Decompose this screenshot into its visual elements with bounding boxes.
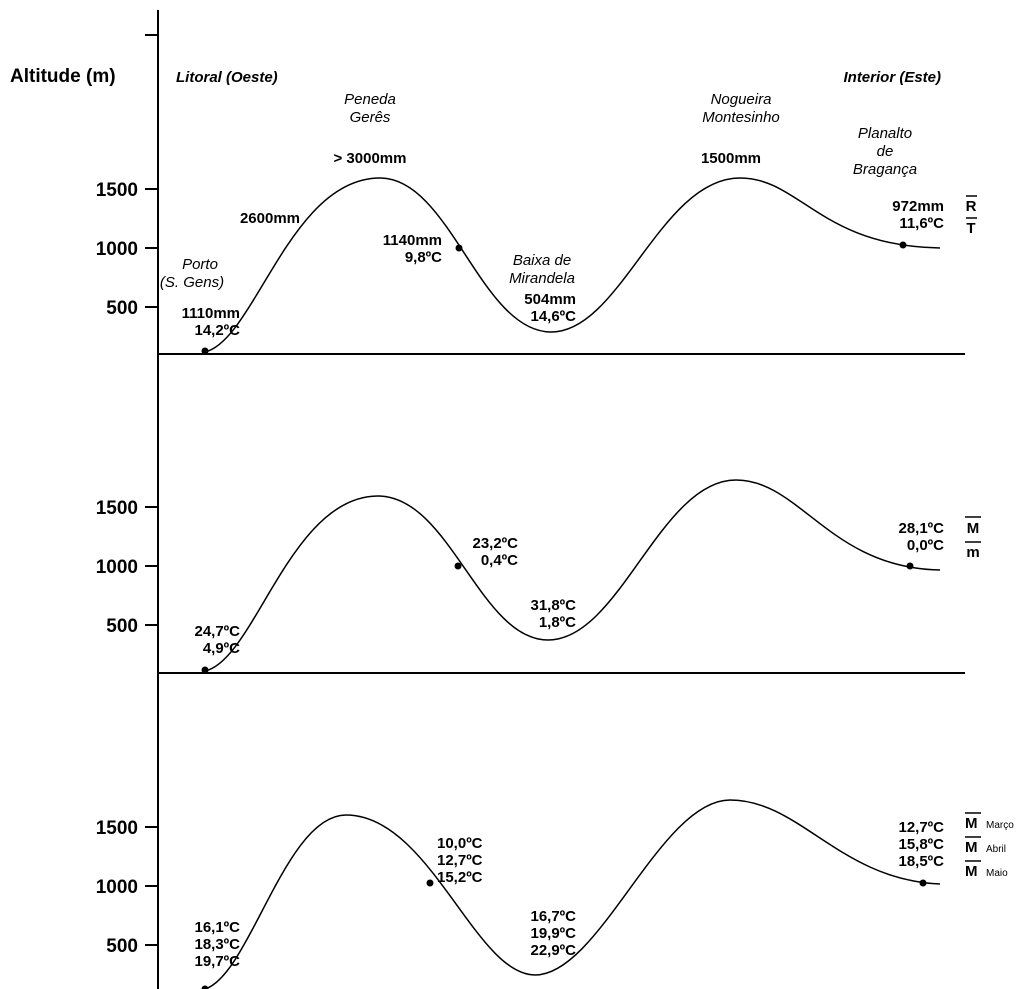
- porto-station-dot: [201, 666, 209, 674]
- braganca-temp-marco: 12,7ºC: [898, 819, 944, 836]
- geres-station-dot: [454, 562, 462, 570]
- tick-label-1500: 1500: [96, 180, 138, 201]
- braganca-rainfall: 972mm: [892, 198, 944, 215]
- legend-max-symbol: M: [967, 520, 980, 537]
- legend-rainfall-symbol: R: [966, 198, 977, 215]
- legend-temperature-symbol: T: [966, 220, 975, 237]
- porto-name-line1: Porto: [182, 256, 218, 273]
- braganca-temperature: 11,6ºC: [899, 215, 944, 232]
- legend-maio-label: Maio: [986, 868, 1008, 879]
- tick-label-500: 500: [106, 298, 138, 319]
- braganca-min-temp: 0,0ºC: [907, 537, 944, 554]
- tick-label-1000: 1000: [96, 557, 138, 578]
- legend-abril-symbol: M: [965, 839, 978, 856]
- nogueira-name-line2: Montesinho: [702, 109, 780, 126]
- baixa-min-temp: 1,8ºC: [539, 614, 576, 631]
- peneda-name-line1: Peneda: [344, 91, 396, 108]
- braganca-station-dot: [899, 241, 907, 249]
- braganca-station-dot: [919, 879, 927, 887]
- slope-rainfall: 2600mm: [240, 210, 300, 227]
- porto-rainfall: 1110mm: [182, 305, 240, 322]
- panel3-profile-curve: [204, 799, 941, 989]
- porto-station-dot: [201, 347, 209, 355]
- baixa-max-temp: 31,8ºC: [530, 597, 576, 614]
- baixa-temp-marco: 16,7ºC: [530, 908, 576, 925]
- baixa-temp-abril: 19,9ºC: [530, 925, 576, 942]
- porto-temperature: 14,2ºC: [194, 322, 240, 339]
- tick-label-500: 500: [106, 616, 138, 637]
- porto-temp-abril: 18,3ºC: [194, 936, 240, 953]
- nogueira-name-line1: Nogueira: [711, 91, 772, 108]
- geres-temp-abril: 12,7ºC: [437, 852, 483, 869]
- tick-label-500: 500: [106, 936, 138, 957]
- panel3-legend: M Março M Abril M Maio: [965, 812, 1014, 880]
- region-right-label: Interior (Este): [843, 69, 941, 86]
- panel1-legend: R T: [966, 195, 977, 237]
- legend-min-symbol: m: [966, 544, 979, 561]
- legend-maio-symbol: M: [965, 863, 978, 880]
- tick-labels: 1500 1000 500 1500 1000 500 1500 1000 50…: [96, 180, 138, 957]
- porto-station-dot: [201, 985, 209, 989]
- braganca-temp-maio: 18,5ºC: [898, 853, 944, 870]
- legend-marco-label: Março: [986, 820, 1014, 831]
- planalto-name-line1: Planalto: [858, 125, 912, 142]
- geres-temp-marco: 10,0ºC: [437, 835, 483, 852]
- axis-ticks: [145, 188, 158, 946]
- peneda-name-line2: Gerês: [350, 109, 391, 126]
- porto-min-temp: 4,9ºC: [203, 640, 240, 657]
- panel1-profile-curve: [204, 177, 941, 353]
- geres-station-dot: [455, 244, 463, 252]
- tick-label-1500: 1500: [96, 498, 138, 519]
- planalto-name-line3: Bragança: [853, 161, 917, 178]
- porto-temp-maio: 19,7ºC: [194, 953, 240, 970]
- region-left-label: Litoral (Oeste): [176, 69, 278, 86]
- geres-rainfall: 1140mm: [383, 232, 442, 249]
- tick-label-1000: 1000: [96, 239, 138, 260]
- braganca-max-temp: 28,1ºC: [898, 520, 944, 537]
- legend-marco-symbol: M: [965, 815, 978, 832]
- tick-label-1000: 1000: [96, 877, 138, 898]
- nogueira-rainfall: 1500mm: [701, 150, 761, 167]
- panel2-profile-curve: [204, 479, 941, 672]
- porto-name-line2: (S. Gens): [160, 274, 224, 291]
- baixa-name-line2: Mirandela: [509, 270, 575, 287]
- porto-temp-marco: 16,1ºC: [194, 919, 240, 936]
- baixa-name-line1: Baixa de: [513, 252, 571, 269]
- tick-label-1500: 1500: [96, 818, 138, 839]
- station-markers: [201, 241, 927, 989]
- baixa-temperature: 14,6ºC: [530, 308, 576, 325]
- peneda-rainfall: > 3000mm: [334, 150, 407, 167]
- legend-abril-label: Abril: [986, 844, 1006, 855]
- geres-temperature: 9,8ºC: [405, 249, 442, 266]
- baixa-rainfall: 504mm: [524, 291, 576, 308]
- axis-title: Altitude (m): [10, 66, 116, 87]
- panel2-legend: M m: [965, 516, 981, 561]
- planalto-name-line2: de: [877, 143, 894, 160]
- braganca-temp-abril: 15,8ºC: [898, 836, 944, 853]
- geres-min-temp: 0,4ºC: [481, 552, 518, 569]
- porto-max-temp: 24,7ºC: [194, 623, 240, 640]
- baixa-temp-maio: 22,9ºC: [530, 942, 576, 959]
- braganca-station-dot: [906, 562, 914, 570]
- geres-max-temp: 23,2ºC: [472, 535, 518, 552]
- geres-temp-maio: 15,2ºC: [437, 869, 483, 886]
- geres-station-dot: [426, 879, 434, 887]
